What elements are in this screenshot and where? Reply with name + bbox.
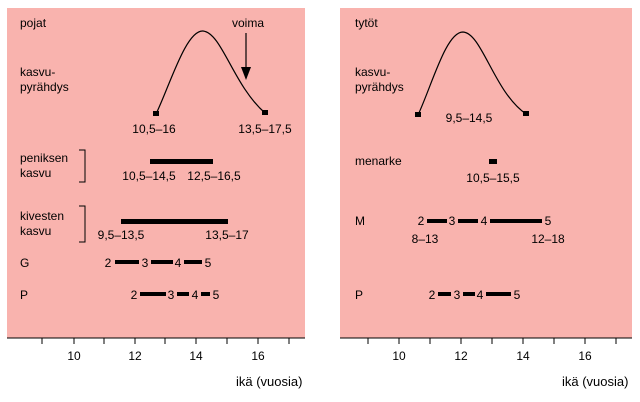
girls-p-segment-3 [486,292,511,296]
boys-g-segment-2 [151,260,173,264]
girls-p-stage-4: 4 [477,288,484,302]
boys-tick-label-14: 14 [189,349,203,363]
boys-growth-label-line1: kasvu- [20,65,55,79]
boys-testes-label-line1: kivesten [20,209,64,223]
boys-penis-end-range: 12,5–16,5 [187,169,241,183]
boys-growth-end-range: 13,5–17,5 [238,122,292,136]
boys-p-label: P [20,288,28,302]
girls-m-start-range: 8–13 [412,232,439,246]
girls-m-segment-3 [490,219,542,223]
boys-testes-end-range: 13,5–17 [205,228,249,242]
girls-menarche-bar [489,159,497,164]
boys-g-stage-5: 5 [205,256,212,270]
boys-penis-label-line1: peniksen [20,151,68,165]
boys-title: pojat [20,16,47,30]
boys-axis-label: ikä (vuosia) [236,374,302,389]
boys-penis-start-range: 10,5–14,5 [122,169,176,183]
girls-p-segment-2 [463,292,475,296]
girls-menarche-range: 10,5–15,5 [466,171,520,185]
boys-p-stage-4: 4 [192,288,199,302]
girls-growth-range: 9,5–14,5 [446,111,493,125]
girls-m-segment-1 [427,219,447,223]
boys-tick-label-10: 10 [67,349,81,363]
girls-p-stage-2: 2 [429,288,436,302]
girls-axis-label: ikä (vuosia) [562,374,628,389]
boys-tick-label-12: 12 [128,349,142,363]
boys-g-stage-4: 4 [175,256,182,270]
boys-tick-label-16: 16 [251,349,265,363]
girls-m-label: M [355,214,365,228]
boys-g-stage-2: 2 [105,256,112,270]
girls-tick-label-16: 16 [578,349,592,363]
girls-p-stage-5: 5 [514,288,521,302]
girls-growth-label-line1: kasvu- [355,65,390,79]
boys-g-segment-3 [184,260,202,264]
girls-m-end-range: 12–18 [531,232,565,246]
boys-penis-label-line2: kasvu [20,166,51,180]
girls-m-stage-5: 5 [545,214,552,228]
girls-growth-label-line2: pyrähdys [355,80,404,94]
boys-g-label: G [20,256,29,270]
boys-testes-bracket [79,205,86,243]
boys-penis-bar [150,159,213,164]
boys-p-segment-3 [201,292,210,296]
boys-penis-bracket [79,149,86,183]
boys-growth-start-marker [153,111,159,116]
girls-tick-label-12: 12 [454,349,468,363]
boys-testes-bar [121,219,228,224]
boys-growth-curve [155,30,266,115]
boys-testes-start-range: 9,5–13,5 [98,228,145,242]
girls-title: tytöt [355,16,378,30]
boys-testes-label-line2: kasvu [20,224,51,238]
boys-g-stage-3: 3 [142,256,149,270]
girls-m-segment-2 [458,219,478,223]
boys-p-segment-2 [177,292,189,296]
girls-tick-label-10: 10 [392,349,406,363]
girls-m-stage-2: 2 [418,214,425,228]
boys-p-stage-5: 5 [213,288,220,302]
boys-growth-end-marker [262,110,268,115]
girls-p-segment-1 [438,292,451,296]
boys-panel [7,8,305,338]
boys-growth-start-range: 10,5–16 [132,122,176,136]
girls-growth-curve [417,31,527,116]
girls-panel [340,8,632,338]
boys-peak-arrow-head [241,67,251,80]
girls-tick-label-14: 14 [516,349,530,363]
girls-m-stage-3: 3 [449,214,456,228]
boys-p-stage-3: 3 [168,288,175,302]
girls-m-stage-4: 4 [481,214,488,228]
boys-p-segment-1 [140,292,166,296]
girls-p-stage-3: 3 [454,288,461,302]
girls-growth-start-marker [415,112,421,117]
boys-peak-label: voima [232,16,264,30]
girls-growth-end-marker [523,111,529,116]
girls-p-label: P [355,288,363,302]
boys-growth-label-line2: pyrähdys [20,80,69,94]
boys-g-segment-1 [115,260,139,264]
boys-p-stage-2: 2 [131,288,138,302]
girls-menarche-label: menarke [355,154,402,168]
